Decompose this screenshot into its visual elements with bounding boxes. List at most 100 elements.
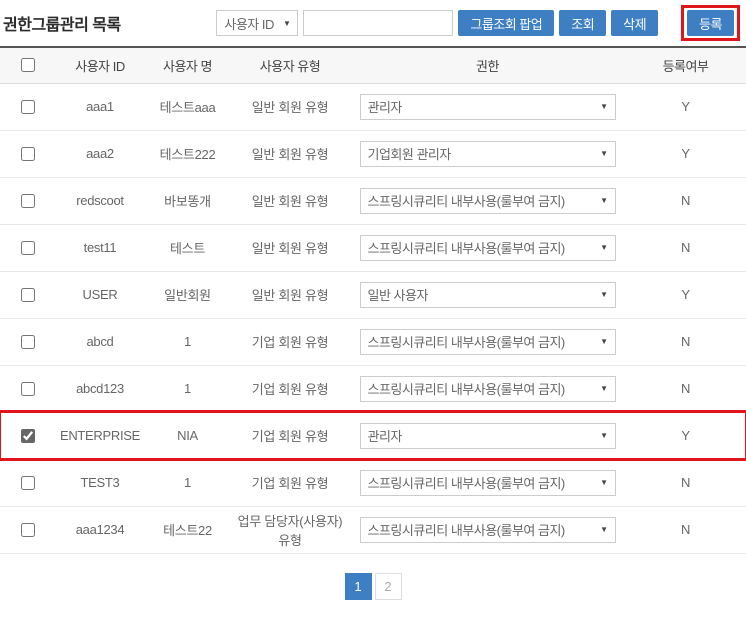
user-type-cell: 일반 회원 유형 <box>251 194 329 209</box>
row-checkbox[interactable] <box>21 522 35 537</box>
dropdown-arrow-icon: ▼ <box>600 196 608 205</box>
select-all-cell <box>0 47 55 84</box>
user-name-cell: 테스트aaa <box>159 100 216 115</box>
registered-cell: Y <box>681 287 690 302</box>
table-row: abcd123 1 기업 회원 유형 스프링시큐리티 내부사용(룰부여 금지) ▼ N <box>0 365 746 412</box>
permission-select[interactable]: 스프링시큐리티 내부사용(룰부여 금지) ▼ <box>359 187 616 214</box>
row-checkbox[interactable] <box>21 193 35 208</box>
user-type-cell: 일반 회원 유형 <box>251 241 329 256</box>
permission-select-value: 관리자 <box>367 429 402 444</box>
user-name-cell: 바보똥개 <box>164 194 211 209</box>
row-checkbox[interactable] <box>21 428 35 443</box>
registered-cell: N <box>680 381 691 396</box>
row-checkbox-cell <box>0 130 55 177</box>
row-checkbox-cell <box>0 271 55 318</box>
search-button[interactable]: 조회 <box>559 10 607 36</box>
row-checkbox[interactable] <box>21 475 35 490</box>
table-row: aaa1 테스트aaa 일반 회원 유형 관리자 ▼ Y <box>0 83 746 130</box>
permission-select-value: 스프링시큐리티 내부사용(룰부여 금지) <box>367 476 565 491</box>
group-popup-button[interactable]: 그룹조회 팝업 <box>458 10 555 36</box>
table-header-row: 사용자 ID 사용자 명 사용자 유형 권한 등록여부 <box>0 47 746 84</box>
register-button[interactable]: 등록 <box>687 10 734 36</box>
table-row: aaa2 테스트222 일반 회원 유형 기업회원 관리자 ▼ Y <box>0 130 746 177</box>
user-type-cell: 기업 회원 유형 <box>251 335 329 350</box>
column-header-user-id: 사용자 ID <box>55 47 145 84</box>
user-name-cell: 1 <box>184 475 191 490</box>
user-id-cell: ENTERPRISE <box>59 428 141 443</box>
permission-select-value: 일반 사용자 <box>367 288 428 303</box>
table-row: test11 테스트 일반 회원 유형 스프링시큐리티 내부사용(룰부여 금지) ▼ N <box>0 224 746 271</box>
permission-select[interactable]: 기업회원 관리자 ▼ <box>359 140 616 167</box>
registered-cell: Y <box>681 146 690 161</box>
row-checkbox-cell <box>0 83 55 130</box>
table-row: ENTERPRISE NIA 기업 회원 유형 관리자 ▼ Y <box>0 410 746 461</box>
user-type-cell: 기업 회원 유형 <box>251 476 329 491</box>
delete-button[interactable]: 삭제 <box>611 10 659 36</box>
registered-cell: Y <box>681 99 690 114</box>
search-input[interactable] <box>303 10 454 36</box>
column-header-registered: 등록여부 <box>625 47 746 84</box>
page-button-2[interactable]: 2 <box>374 572 402 600</box>
permission-select-value: 스프링시큐리티 내부사용(룰부여 금지) <box>367 241 565 256</box>
user-id-cell: aaa1 <box>86 99 114 114</box>
dropdown-arrow-icon: ▼ <box>600 384 608 393</box>
register-button-wrap: 등록 <box>681 5 740 41</box>
permission-group-table: 사용자 ID 사용자 명 사용자 유형 권한 등록여부 aaa1 테스트aaa 일반… <box>0 46 746 554</box>
permission-select[interactable]: 스프링시큐리티 내부사용(룰부여 금지) ▼ <box>359 234 616 261</box>
permission-cell: 스프링시큐리티 내부사용(룰부여 금지) ▼ <box>350 506 625 553</box>
row-checkbox-cell <box>0 365 55 412</box>
row-checkbox-cell <box>0 318 55 365</box>
permission-select-value: 스프링시큐리티 내부사용(룰부여 금지) <box>367 194 565 209</box>
search-controls: 사용자 ID ▼ 그룹조회 팝업 조회 삭제 등록 <box>216 5 740 41</box>
user-type-cell: 일반 회원 유형 <box>251 147 329 162</box>
row-checkbox[interactable] <box>21 240 35 255</box>
permission-cell: 스프링시큐리티 내부사용(룰부여 금지) ▼ <box>350 177 625 224</box>
table-row: USER 일반회원 일반 회원 유형 일반 사용자 ▼ Y <box>0 271 746 318</box>
user-name-cell: NIA <box>177 428 198 443</box>
row-checkbox-cell <box>0 459 55 506</box>
permission-cell: 스프링시큐리티 내부사용(룰부여 금지) ▼ <box>350 318 625 365</box>
permission-select[interactable]: 관리자 ▼ <box>359 93 616 120</box>
select-all-checkbox[interactable] <box>21 58 35 73</box>
user-type-cell: 일반 회원 유형 <box>251 100 329 115</box>
permission-cell: 스프링시큐리티 내부사용(룰부여 금지) ▼ <box>350 459 625 506</box>
registered-cell: Y <box>681 428 690 443</box>
permission-cell: 관리자 ▼ <box>350 83 625 130</box>
row-checkbox[interactable] <box>21 99 35 114</box>
permission-select-value: 관리자 <box>367 100 402 115</box>
permission-cell: 스프링시큐리티 내부사용(룰부여 금지) ▼ <box>350 224 625 271</box>
page-button-1[interactable]: 1 <box>344 572 372 600</box>
row-checkbox[interactable] <box>21 334 35 349</box>
table-row: abcd 1 기업 회원 유형 스프링시큐리티 내부사용(룰부여 금지) ▼ N <box>0 318 746 365</box>
registered-cell: N <box>680 240 691 255</box>
dropdown-arrow-icon: ▼ <box>600 290 608 299</box>
permission-select-value: 스프링시큐리티 내부사용(룰부여 금지) <box>367 523 565 538</box>
row-checkbox[interactable] <box>21 287 35 302</box>
user-name-cell: 테스트22 <box>163 523 212 538</box>
registered-cell: N <box>680 334 691 349</box>
user-id-cell: abcd <box>86 334 114 349</box>
user-name-cell: 1 <box>184 334 191 349</box>
search-type-select[interactable]: 사용자 ID ▼ <box>216 10 299 36</box>
dropdown-arrow-icon: ▼ <box>600 102 608 111</box>
dropdown-arrow-icon: ▼ <box>600 337 608 346</box>
column-header-permission: 권한 <box>350 47 625 84</box>
permission-select[interactable]: 스프링시큐리티 내부사용(룰부여 금지) ▼ <box>359 469 616 496</box>
permission-select[interactable]: 관리자 ▼ <box>359 422 616 449</box>
row-checkbox[interactable] <box>21 381 35 396</box>
registered-cell: N <box>680 193 691 208</box>
row-checkbox-cell <box>0 506 55 553</box>
permission-select[interactable]: 일반 사용자 ▼ <box>359 281 616 308</box>
user-type-cell: 기업 회원 유형 <box>251 429 329 444</box>
permission-select[interactable]: 스프링시큐리티 내부사용(룰부여 금지) ▼ <box>359 375 616 402</box>
dropdown-arrow-icon: ▼ <box>282 18 291 28</box>
dropdown-arrow-icon: ▼ <box>600 431 608 440</box>
user-id-cell: aaa2 <box>86 146 114 161</box>
permission-select-value: 스프링시큐리티 내부사용(룰부여 금지) <box>367 382 565 397</box>
permission-select[interactable]: 스프링시큐리티 내부사용(룰부여 금지) ▼ <box>359 516 616 543</box>
row-checkbox[interactable] <box>21 146 35 161</box>
dropdown-arrow-icon: ▼ <box>600 525 608 534</box>
permission-select[interactable]: 스프링시큐리티 내부사용(룰부여 금지) ▼ <box>359 328 616 355</box>
